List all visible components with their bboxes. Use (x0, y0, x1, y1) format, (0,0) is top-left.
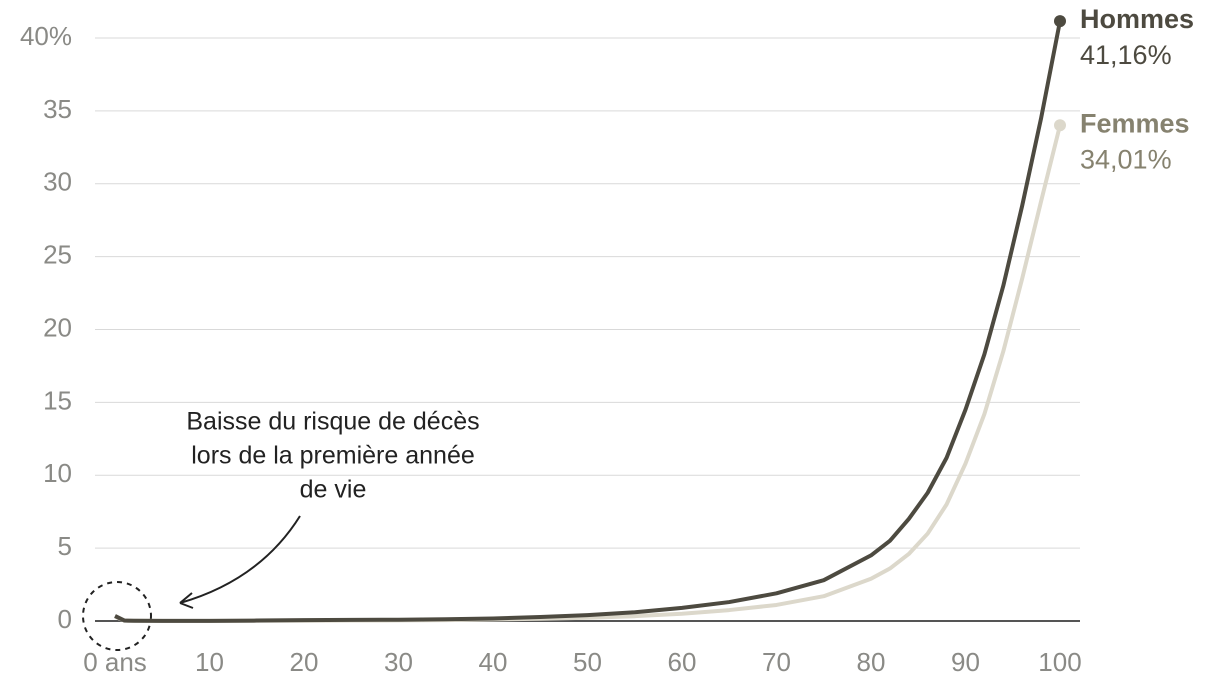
y-tick-label: 0 (58, 604, 72, 634)
x-tick-label: 10 (195, 647, 224, 677)
end-point (1054, 119, 1066, 132)
y-tick-label: 35 (43, 94, 72, 124)
end-point (1054, 15, 1066, 28)
legend-label: Hommes (1080, 4, 1194, 34)
x-tick-label: 60 (668, 647, 697, 677)
annotation-arrow (179, 515, 301, 604)
line-series (114, 124, 1062, 623)
x-tick-label: 20 (290, 647, 319, 677)
annotation: Baisse du risque de décès (186, 408, 479, 436)
value-label: 34,01% (1080, 144, 1172, 174)
annotation: lors de la première année (191, 442, 475, 470)
line-series (114, 20, 1062, 623)
y-tick-label: 5 (58, 531, 72, 561)
x-tick-label: 0 ans (83, 647, 147, 677)
y-tick-label: 15 (43, 385, 72, 415)
y-tick-label: 30 (43, 167, 72, 197)
x-tick-label: 100 (1038, 647, 1081, 677)
y-tick-label: 25 (43, 240, 72, 270)
x-tick-label: 90 (951, 647, 980, 677)
x-tick-label: 30 (384, 647, 413, 677)
annotation: de vie (300, 476, 367, 504)
x-tick-label: 50 (573, 647, 602, 677)
y-tick-label: 40% (20, 21, 72, 51)
value-label: 41,16% (1080, 40, 1172, 70)
x-tick-label: 80 (857, 647, 886, 677)
y-tick-label: 20 (43, 312, 72, 342)
arrow-head (179, 592, 194, 609)
x-tick-label: 40 (479, 647, 508, 677)
y-tick-label: 10 (43, 458, 72, 488)
x-tick-label: 70 (762, 647, 791, 677)
highlight-circle (82, 581, 152, 651)
legend-label: Femmes (1080, 108, 1190, 138)
